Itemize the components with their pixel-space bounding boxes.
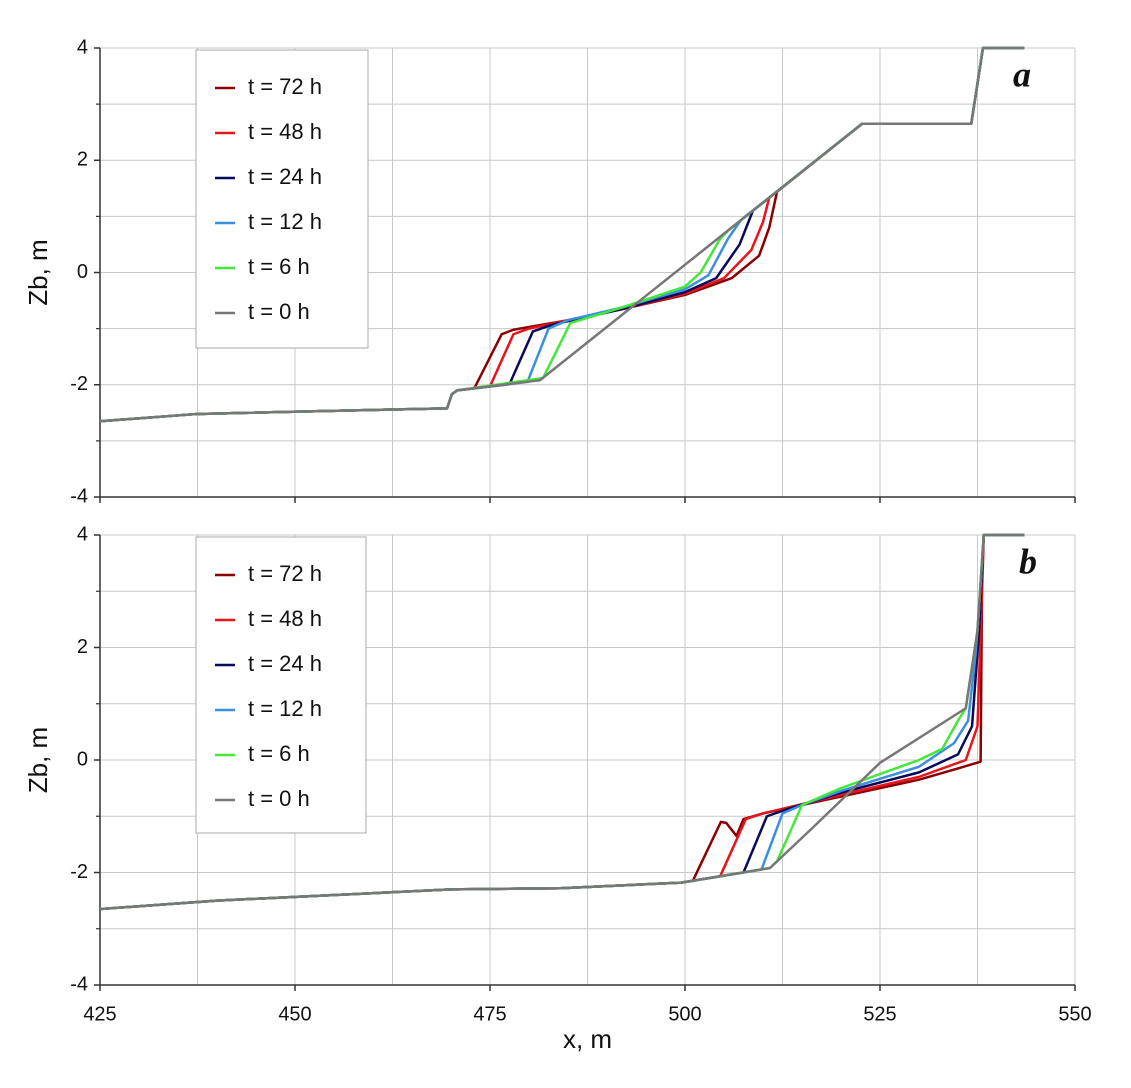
- panel: -4 -2 0 2 4 425 450 475 500 525 550 x, m Zb, m t = 72…: [23, 523, 1092, 1054]
- legend-label: t = 12 h: [248, 696, 322, 721]
- y-tick-label: -4: [70, 973, 88, 995]
- x-tick-label: 525: [863, 1003, 896, 1025]
- data-line: [99, 46, 1025, 423]
- legend-label: t = 0 h: [248, 786, 310, 811]
- legend-label: t = 24 h: [248, 651, 322, 676]
- legend-label: t = 48 h: [248, 606, 322, 631]
- data-line: [99, 533, 1025, 911]
- x-tick-label: 425: [83, 1003, 116, 1025]
- legend-box: [195, 49, 369, 349]
- legend-label: t = 6 h: [248, 741, 310, 766]
- y-tick-label: -2: [70, 373, 88, 395]
- legend-label: t = 0 h: [248, 299, 310, 324]
- x-tick-label: 500: [668, 1003, 701, 1025]
- x-tick-label: 450: [278, 1003, 311, 1025]
- y-tick-label: 4: [77, 36, 88, 58]
- legend-label: t = 72 h: [248, 561, 322, 586]
- panel-label: a: [1013, 54, 1031, 94]
- panel-label: b: [1019, 541, 1037, 581]
- y-axis-label: Zb, m: [23, 727, 53, 793]
- y-tick-label: -2: [70, 861, 88, 883]
- y-tick-label: 0: [77, 748, 88, 770]
- x-tick-label: 550: [1058, 1003, 1091, 1025]
- legend: t = 72 h t = 48 h t = 24 h t = 12 h t = 6 h t…: [195, 49, 369, 349]
- legend: t = 72 h t = 48 h t = 24 h t = 12 h t = 6 h t…: [195, 536, 367, 834]
- x-axis-label: x, m: [563, 1024, 612, 1054]
- x-tick-label: 475: [473, 1003, 506, 1025]
- y-tick-label: 4: [77, 523, 88, 545]
- legend-box: [195, 536, 367, 834]
- y-tick-label: 0: [77, 261, 88, 283]
- y-axis-label: Zb, m: [23, 239, 53, 305]
- legend-label: t = 24 h: [248, 164, 322, 189]
- legend-label: t = 6 h: [248, 254, 310, 279]
- legend-label: t = 72 h: [248, 74, 322, 99]
- y-tick-label: 2: [77, 636, 88, 658]
- y-tick-label: 2: [77, 149, 88, 171]
- legend-label: t = 12 h: [248, 209, 322, 234]
- y-tick-label: -4: [70, 485, 88, 507]
- legend-label: t = 48 h: [248, 119, 322, 144]
